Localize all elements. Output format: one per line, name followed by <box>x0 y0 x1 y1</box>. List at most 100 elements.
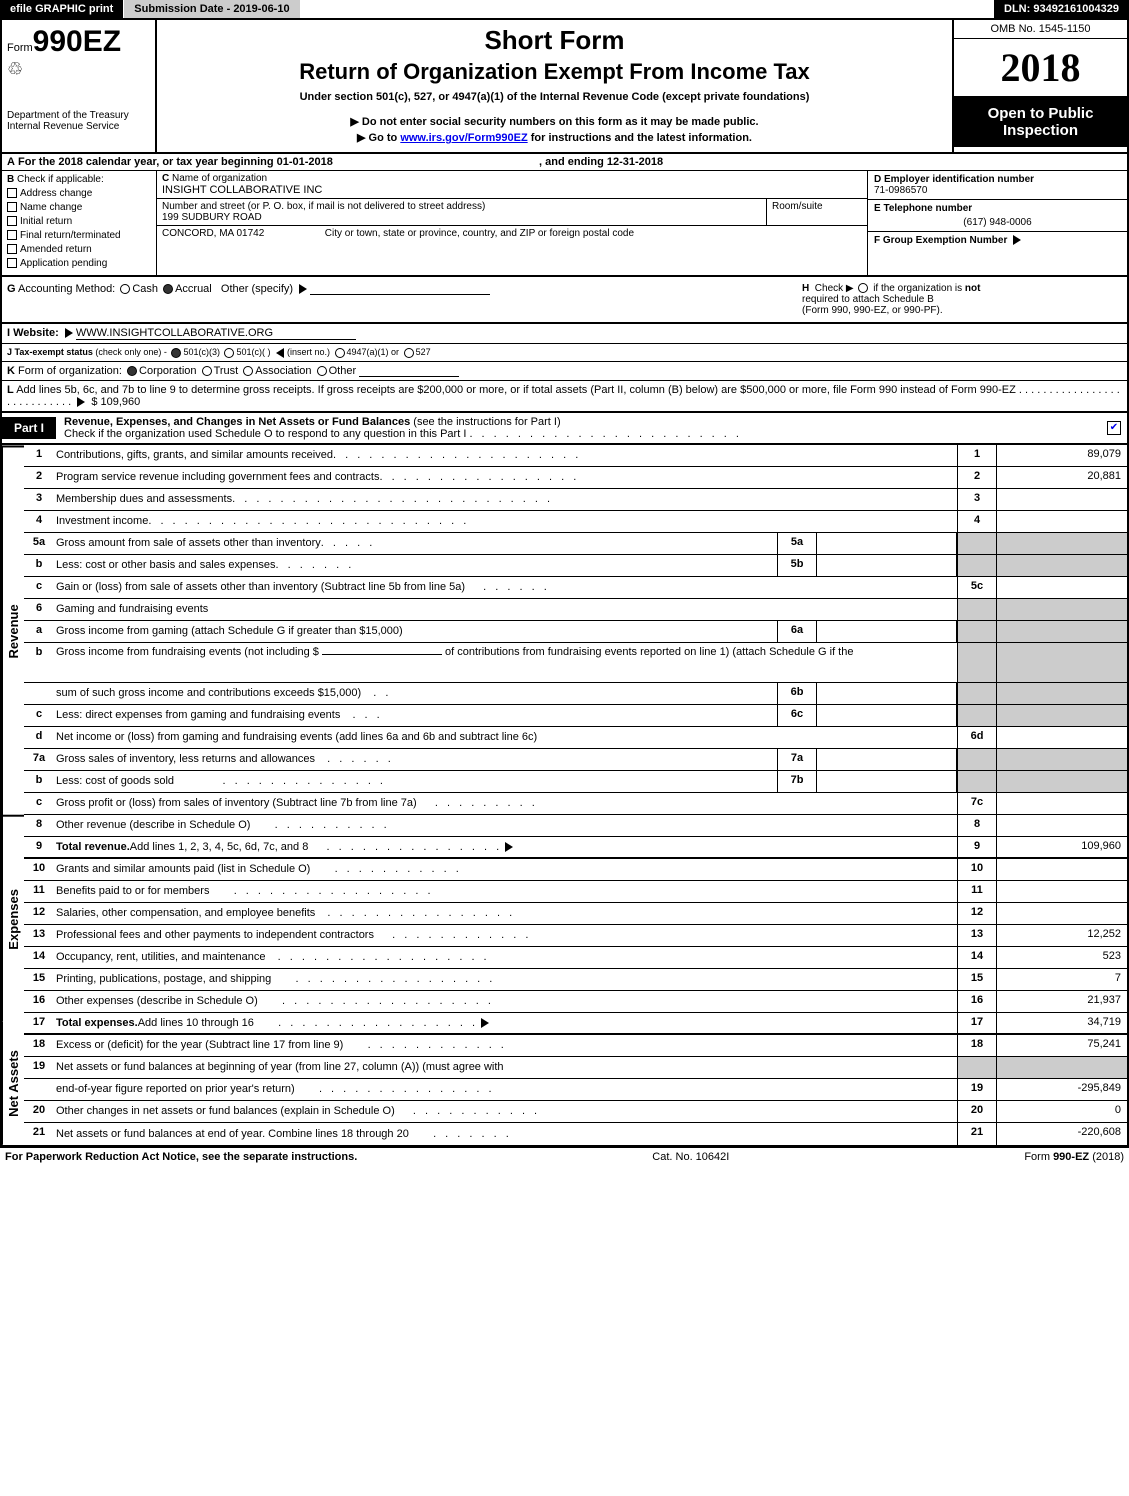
radio-accrual[interactable] <box>163 284 173 294</box>
radio-assoc[interactable] <box>243 366 253 376</box>
radio-corp[interactable] <box>127 366 137 376</box>
goto-prefix: ▶ Go to <box>357 132 400 144</box>
radio-cash[interactable] <box>120 284 130 294</box>
mid-box: 5b <box>777 555 817 576</box>
short-form-title: Short Form <box>162 25 947 56</box>
r6b-blank[interactable] <box>322 654 442 655</box>
footer-catno: Cat. No. 10642I <box>652 1151 729 1163</box>
row-num <box>24 1079 54 1100</box>
line-a-label: A <box>7 156 15 168</box>
row-dots: . . . . . . . . . . <box>250 819 389 831</box>
table-row: 14 Occupancy, rent, utilities, and maint… <box>24 947 1127 969</box>
row-desc-text: Occupancy, rent, utilities, and maintena… <box>56 951 266 963</box>
part1-checkbox[interactable]: ✔ <box>1107 421 1121 435</box>
checkbox-name-change[interactable] <box>7 202 17 212</box>
row-box: 14 <box>957 947 997 968</box>
row-box: 1 <box>957 445 997 466</box>
row-desc: Membership dues and assessments . . . . … <box>54 489 957 510</box>
irs-label: Internal Revenue Service <box>7 121 150 132</box>
checkbox-final[interactable] <box>7 230 17 240</box>
row-desc: Gross profit or (loss) from sales of inv… <box>54 793 957 814</box>
k-specify-line[interactable] <box>359 376 459 377</box>
row-desc: Gross amount from sale of assets other t… <box>54 533 777 554</box>
row-desc: Other changes in net assets or fund bala… <box>54 1101 957 1122</box>
row-desc: Occupancy, rent, utilities, and maintena… <box>54 947 957 968</box>
row-dots: . . <box>361 687 391 699</box>
row-num: 7a <box>24 749 54 770</box>
row-val-shaded <box>997 749 1127 770</box>
row-dots: . . . . . . . <box>276 559 355 571</box>
row-desc: Less: direct expenses from gaming and fu… <box>54 705 777 726</box>
footer-right-prefix: Form <box>1024 1151 1053 1163</box>
mid-val <box>817 621 957 642</box>
row-dots: . . . . . . . . . . . . <box>374 929 531 941</box>
row-desc-text: Professional fees and other payments to … <box>56 929 374 941</box>
radio-527[interactable] <box>404 348 414 358</box>
table-row: 7a Gross sales of inventory, less return… <box>24 749 1127 771</box>
row-val-shaded <box>997 705 1127 726</box>
row-num: 2 <box>24 467 54 488</box>
row-desc-text: Gross amount from sale of assets other t… <box>56 537 321 549</box>
row-desc: Gross income from gaming (attach Schedul… <box>54 621 777 642</box>
ijkl-block: I Website: WWW.INSIGHTCOLLABORATIVE.ORG … <box>0 324 1129 413</box>
table-body: 1 Contributions, gifts, grants, and simi… <box>24 445 1127 1145</box>
row-dots: . . . . . . <box>315 753 394 765</box>
amended-label: Amended return <box>20 244 92 255</box>
table-row: 3 Membership dues and assessments . . . … <box>24 489 1127 511</box>
row-desc-text: Net income or (loss) from gaming and fun… <box>56 731 537 743</box>
specify-line[interactable] <box>310 294 490 295</box>
row-val: 12,252 <box>997 925 1127 946</box>
row-val: 20,881 <box>997 467 1127 488</box>
line-a-end: 12-31-2018 <box>607 156 663 168</box>
i-arrow-icon <box>65 328 73 338</box>
h-label: H <box>802 283 809 294</box>
goto-link[interactable]: www.irs.gov/Form990EZ <box>400 132 527 144</box>
radio-4947[interactable] <box>335 348 345 358</box>
row-box-shaded <box>957 683 997 704</box>
form-prefix: Form <box>7 42 33 54</box>
checkbox-initial[interactable] <box>7 216 17 226</box>
row-num: c <box>24 705 54 726</box>
checkbox-pending[interactable] <box>7 258 17 268</box>
expenses-sidebar: Expenses <box>2 815 24 1022</box>
street-value: 199 SUDBURY ROAD <box>162 212 262 223</box>
row-dots: . . . . . . . . . . . . . . . . <box>315 907 515 919</box>
table-row: b Less: cost or other basis and sales ex… <box>24 555 1127 577</box>
l-arrow-icon <box>77 397 85 407</box>
table-row: b Gross income from fundraising events (… <box>24 643 1127 683</box>
row-dots: . . . . . . . . . . . . . . . <box>295 1083 495 1095</box>
j-label: J Tax-exempt status <box>7 347 93 357</box>
website-value[interactable]: WWW.INSIGHTCOLLABORATIVE.ORG <box>76 327 356 340</box>
row-val <box>997 903 1127 924</box>
table-row: a Gross income from gaming (attach Sched… <box>24 621 1127 643</box>
row-box-shaded <box>957 705 997 726</box>
table-row: 19 Net assets or fund balances at beginn… <box>24 1057 1127 1079</box>
row-num: c <box>24 793 54 814</box>
row-desc: Total expenses. Add lines 10 through 16 … <box>54 1013 957 1033</box>
org-name: INSIGHT COLLABORATIVE INC <box>162 184 322 196</box>
row-box-shaded <box>957 533 997 554</box>
table-row: c Gain or (loss) from sale of assets oth… <box>24 577 1127 599</box>
radio-other-org[interactable] <box>317 366 327 376</box>
footer-right: Form 990-EZ (2018) <box>1024 1151 1124 1163</box>
row-desc-text: Gross income from gaming (attach Schedul… <box>56 625 403 637</box>
checkbox-addr-change[interactable] <box>7 188 17 198</box>
row-desc: Investment income . . . . . . . . . . . … <box>54 511 957 532</box>
checkbox-h[interactable] <box>858 283 868 293</box>
radio-501c3[interactable] <box>171 348 181 358</box>
row-val-shaded <box>997 533 1127 554</box>
row-num: 5a <box>24 533 54 554</box>
row-val: -295,849 <box>997 1079 1127 1100</box>
under-section: Under section 501(c), 527, or 4947(a)(1)… <box>162 91 947 103</box>
checkbox-amended[interactable] <box>7 244 17 254</box>
assoc-label: Association <box>255 365 311 377</box>
radio-501c[interactable] <box>224 348 234 358</box>
row-dots: . . . . . . . . . . . . . . . . . <box>254 1017 478 1029</box>
table-row: 1 Contributions, gifts, grants, and simi… <box>24 445 1127 467</box>
j-opt2: 501(c)( ) <box>236 347 270 357</box>
radio-trust[interactable] <box>202 366 212 376</box>
submission-date: Submission Date - 2019-06-10 <box>124 0 299 18</box>
row-num: b <box>24 771 54 792</box>
efile-button[interactable]: efile GRAPHIC print <box>0 0 124 18</box>
mid-val <box>817 533 957 554</box>
